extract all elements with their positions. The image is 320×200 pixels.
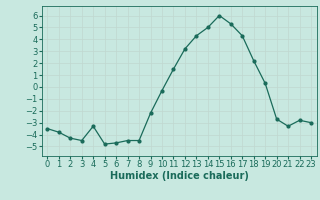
X-axis label: Humidex (Indice chaleur): Humidex (Indice chaleur) xyxy=(110,171,249,181)
